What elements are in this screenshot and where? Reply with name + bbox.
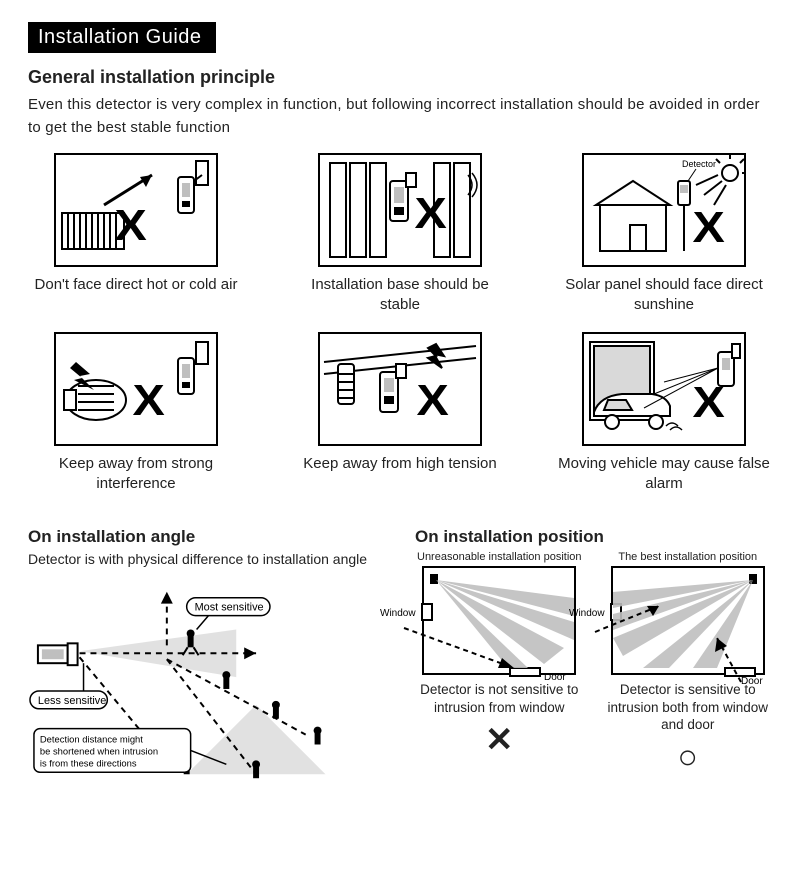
diagram-high-tension — [320, 334, 480, 444]
principle-cell: X Keep away from high tension — [292, 332, 508, 493]
principle-caption: Don't face direct hot or cold air — [28, 275, 244, 295]
position-left-caption: Detector is not sensitive to intrusion f… — [415, 681, 584, 716]
principle-caption: Keep away from high tension — [292, 454, 508, 474]
angle-diagram: Most sensitive Less sensitive Detection … — [28, 575, 385, 795]
principle-cell: Detector — [556, 153, 772, 314]
x-mark-icon: ✕ — [415, 720, 584, 760]
section-general-title: General installation principle — [28, 67, 772, 88]
x-mark-icon: X — [133, 376, 165, 426]
principle-caption: Installation base should be stable — [292, 275, 508, 314]
x-mark-icon: X — [417, 376, 449, 426]
position-left: Unreasonable installation position Windo… — [415, 551, 584, 777]
principle-caption: Keep away from strong interference — [28, 454, 244, 493]
principle-cell: X Moving vehicle may cause false alarm — [556, 332, 772, 493]
title-badge: Installation Guide — [28, 22, 216, 53]
position-left-label: Unreasonable installation position — [415, 551, 584, 564]
angle-block: On installation angle Detector is with p… — [28, 519, 385, 795]
principle-figure: X — [582, 332, 746, 446]
x-mark-icon: X — [693, 378, 725, 428]
lower-row: On installation angle Detector is with p… — [28, 519, 772, 795]
position-left-figure: Window Door — [422, 566, 576, 675]
principle-cell: X Installation base should be stable — [292, 153, 508, 314]
principle-caption: Solar panel should face direct sunshine — [556, 275, 772, 314]
label-window: Window — [380, 608, 416, 619]
label-less-sensitive: Less sensitive — [38, 695, 106, 707]
position-right-figure: Window Door — [611, 566, 765, 675]
principle-cell: X Keep away from strong interference — [28, 332, 244, 493]
detector-label: Detector — [682, 159, 716, 169]
label-window: Window — [569, 608, 605, 619]
position-block: On installation position Unreasonable in… — [415, 519, 772, 795]
angle-title: On installation angle — [28, 527, 385, 547]
principle-figure: X — [318, 332, 482, 446]
principle-figure: X — [54, 153, 218, 267]
principle-cell: X Don't face direct hot or cold air — [28, 153, 244, 314]
principle-figure: X — [318, 153, 482, 267]
section-general-text: Even this detector is very complex in fu… — [28, 94, 772, 139]
svg-text:be shortened when intrusion: be shortened when intrusion — [40, 745, 158, 756]
label-door: Door — [741, 676, 763, 687]
position-title: On installation position — [415, 527, 772, 547]
position-right: The best installation position Window Do… — [604, 551, 773, 777]
principle-caption: Moving vehicle may cause false alarm — [556, 454, 772, 493]
x-mark-icon: X — [115, 201, 147, 251]
principles-grid: X Don't face direct hot or cold air — [28, 153, 772, 493]
svg-text:Detection distance might: Detection distance might — [40, 734, 143, 745]
label-door: Door — [544, 672, 566, 683]
x-mark-icon: X — [693, 203, 725, 253]
angle-text: Detector is with physical difference to … — [28, 551, 385, 567]
circle-mark-icon: ○ — [604, 738, 773, 777]
svg-text:is from these directions: is from these directions — [40, 757, 137, 768]
x-mark-icon: X — [415, 189, 447, 239]
diagram-unstable-base — [320, 155, 480, 265]
principle-figure: X — [54, 332, 218, 446]
position-right-caption: Detector is sensitive to intrusion both … — [604, 681, 773, 734]
label-most-sensitive: Most sensitive — [195, 602, 264, 614]
principle-figure: Detector — [582, 153, 746, 267]
position-right-label: The best installation position — [604, 551, 773, 564]
